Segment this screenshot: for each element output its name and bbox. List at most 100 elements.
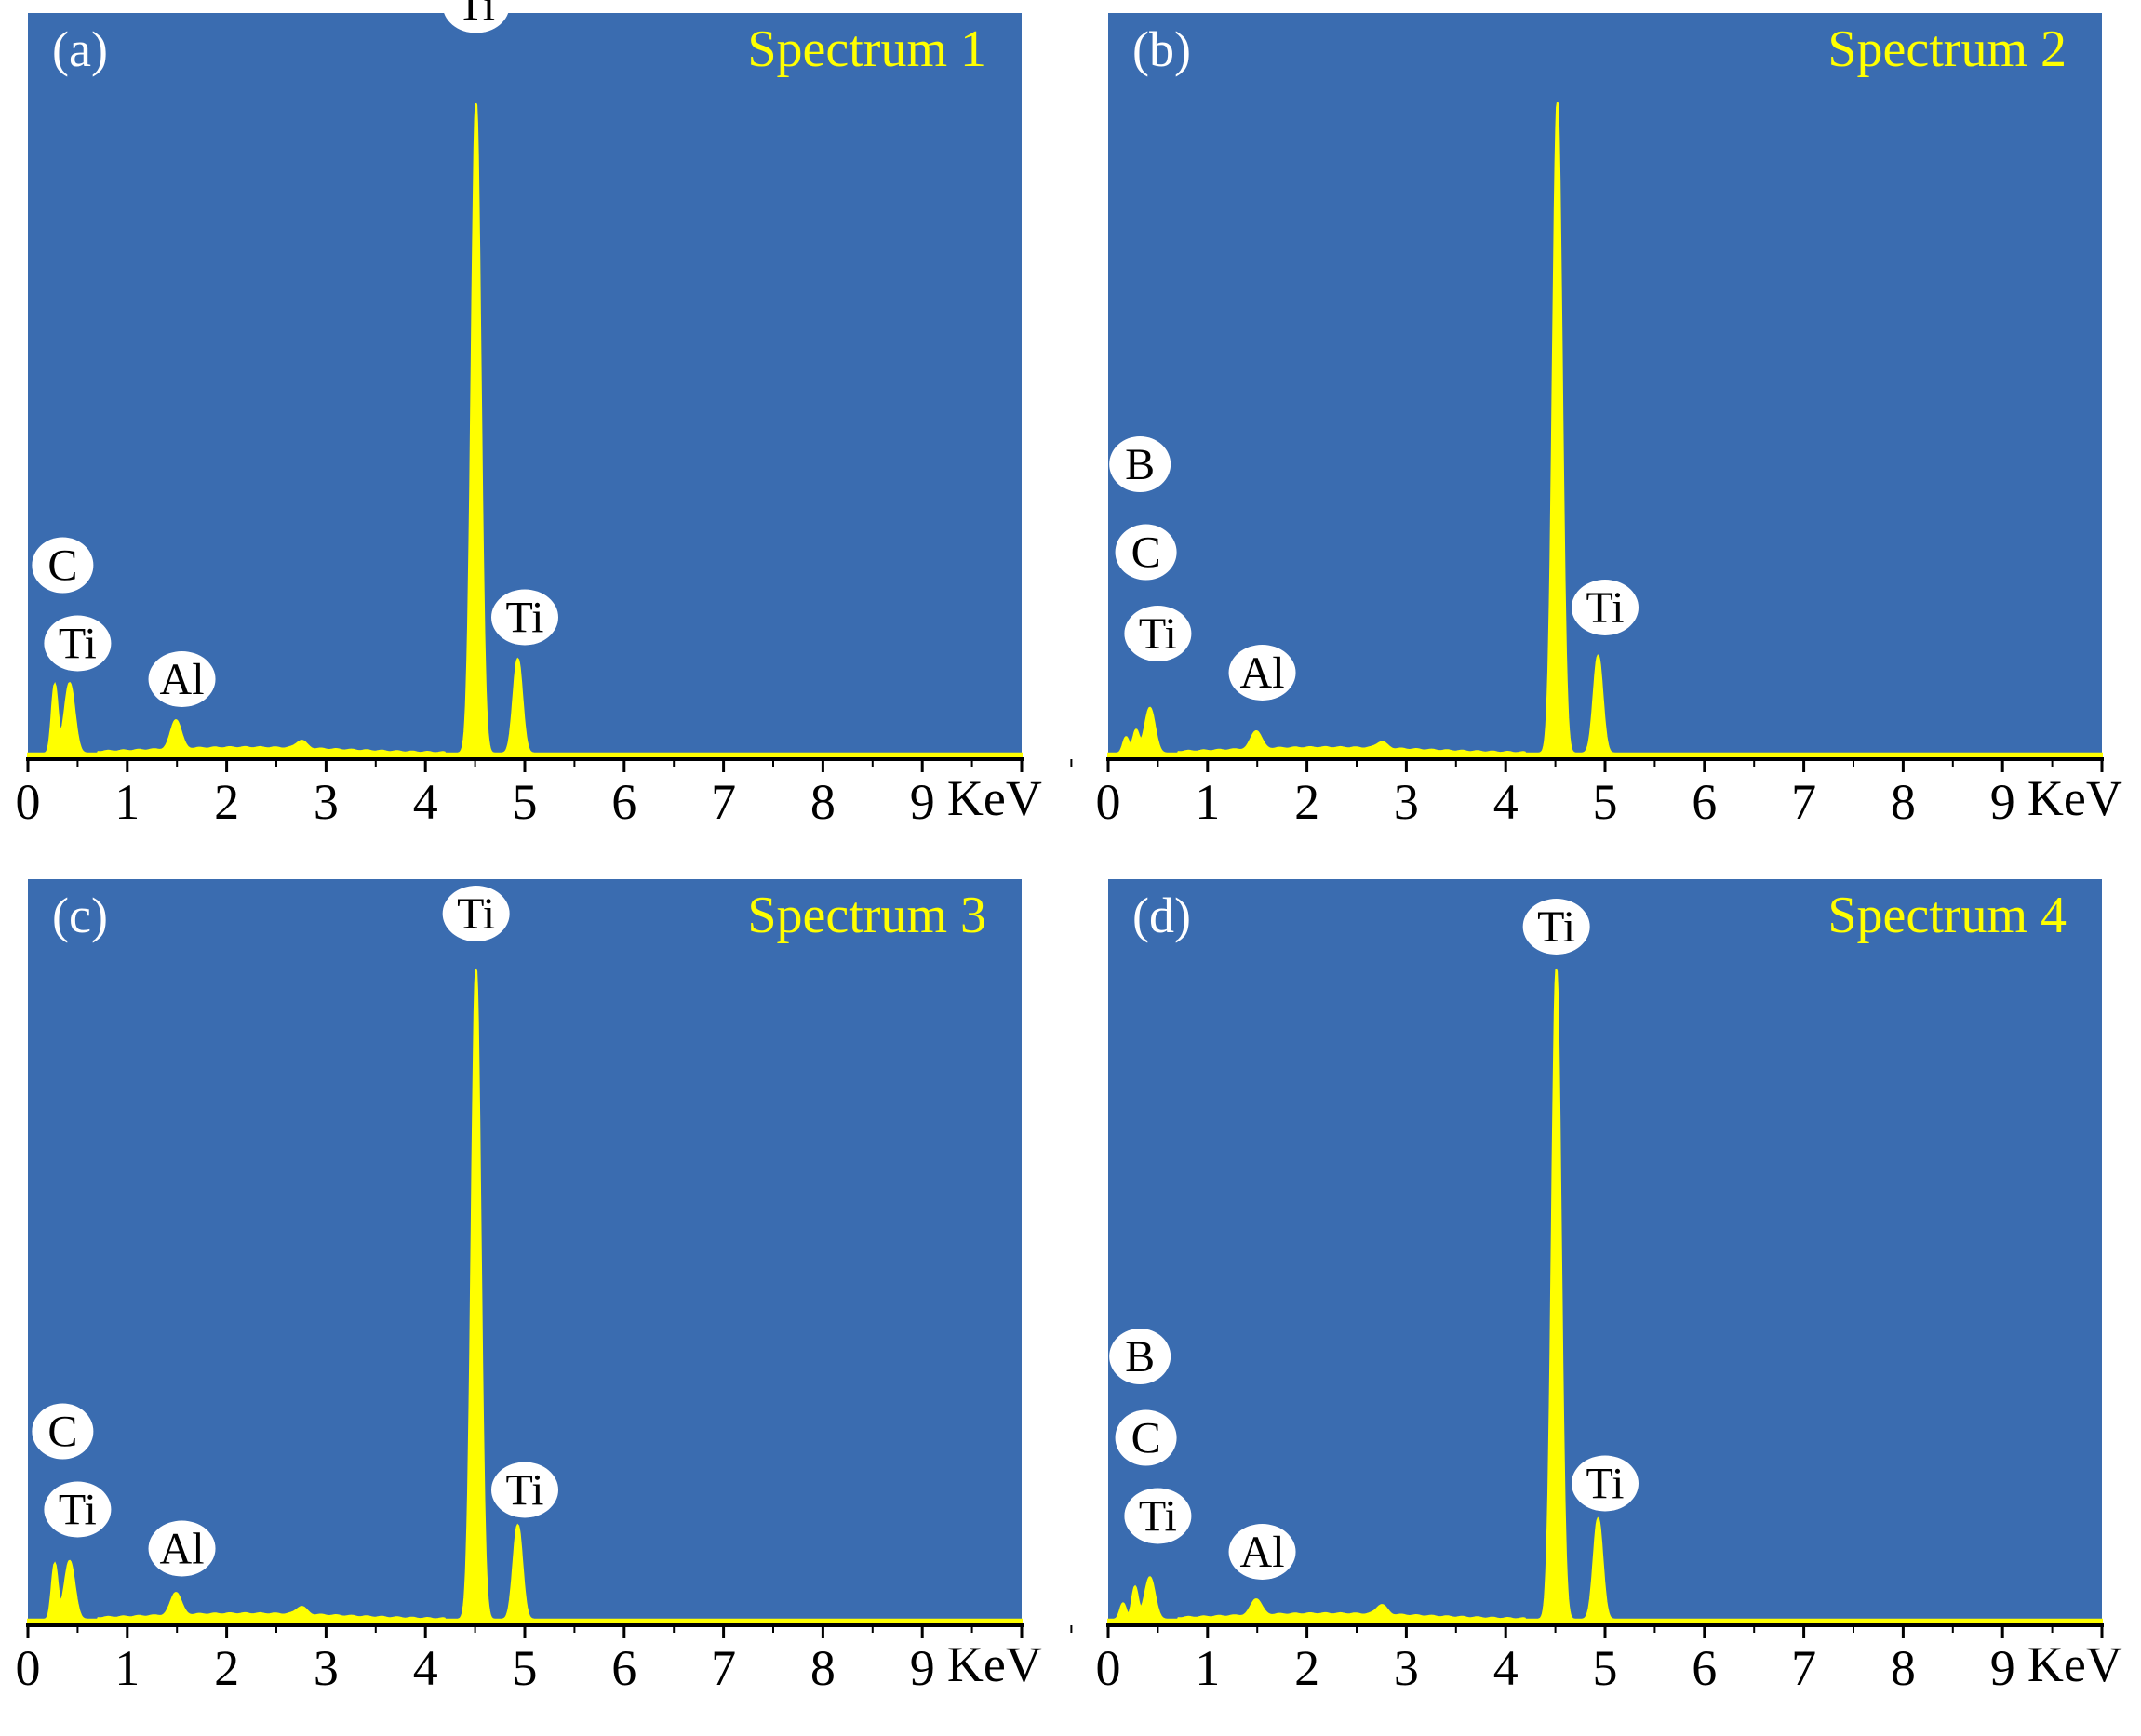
element-label-text-d-1: C bbox=[1131, 1414, 1161, 1463]
x-tick-label-b-2: 2 bbox=[1294, 774, 1319, 830]
element-label-text-c-0: C bbox=[47, 1408, 77, 1457]
panel-letter-a: (a) bbox=[52, 21, 108, 77]
spectrum-curve-d bbox=[1107, 968, 2103, 1624]
x-tick-label-b-7: 7 bbox=[1791, 774, 1816, 830]
x-tick-label-b-3: 3 bbox=[1394, 774, 1419, 830]
element-label-c-0: C bbox=[32, 1403, 94, 1460]
x-tick-label-c-5: 5 bbox=[513, 1640, 538, 1696]
spectrum-title-c: Spectrum 3 bbox=[747, 887, 986, 944]
element-label-bg-b-2 bbox=[1124, 606, 1192, 661]
element-label-text-b-5: Ti bbox=[1586, 583, 1625, 633]
element-label-bg-c-0 bbox=[32, 1403, 94, 1460]
element-label-bg-c-4 bbox=[491, 1462, 558, 1518]
panel-d: 0 1 2 3 4 5 6 7 8 9 KeV (d) Spectrum 4 BC Ti Al Ti Ti bbox=[1096, 879, 2122, 1696]
element-label-text-b-2: Ti bbox=[1139, 609, 1177, 659]
element-label-text-a-3: Ti bbox=[457, 0, 495, 31]
x-tick-label-c-0: 0 bbox=[16, 1640, 41, 1696]
x-tick-label-d-1: 1 bbox=[1195, 1640, 1220, 1696]
element-label-text-b-3: Al bbox=[1240, 648, 1285, 698]
spectrum-title-a: Spectrum 1 bbox=[747, 20, 986, 78]
x-tick-label-b-5: 5 bbox=[1593, 774, 1618, 830]
element-label-b-3: Al bbox=[1228, 645, 1296, 701]
x-tick-label-d-0: 0 bbox=[1096, 1640, 1121, 1696]
element-label-bg-b-4 bbox=[1531, 0, 1584, 10]
panel-a: 0 1 2 3 4 5 6 7 8 9 KeV (a) Spectrum 1 C Ti Al Ti Ti bbox=[16, 0, 1073, 830]
x-tick-label-c-1: 1 bbox=[114, 1640, 140, 1696]
element-label-text-c-3: Ti bbox=[457, 889, 495, 939]
x-tick-label-b-0: 0 bbox=[1096, 774, 1121, 830]
x-tick-label-c-2: 2 bbox=[214, 1640, 239, 1696]
x-tick-label-c-4: 4 bbox=[413, 1640, 438, 1696]
x-tick-label-b-9: 9 bbox=[1990, 774, 2015, 830]
element-label-text-d-2: Ti bbox=[1139, 1492, 1177, 1542]
x-tick-label-d-5: 5 bbox=[1593, 1640, 1618, 1696]
element-label-bg-d-2 bbox=[1124, 1488, 1192, 1544]
x-tick-label-d-4: 4 bbox=[1493, 1640, 1519, 1696]
element-label-bg-b-0 bbox=[1109, 436, 1171, 492]
x-tick-label-a-3: 3 bbox=[314, 774, 339, 830]
element-label-d-4: Ti bbox=[1522, 899, 1590, 955]
element-label-b-0: B bbox=[1109, 436, 1171, 492]
element-label-d-0: B bbox=[1109, 1329, 1171, 1384]
element-label-b-2: Ti bbox=[1124, 606, 1192, 661]
panel-letter-c: (c) bbox=[52, 888, 108, 943]
spectrum-title-b: Spectrum 2 bbox=[1827, 20, 2067, 78]
element-label-bg-b-1 bbox=[1115, 524, 1177, 581]
element-label-text-c-1: Ti bbox=[59, 1486, 97, 1535]
x-axis-unit-a: KeV bbox=[947, 770, 1042, 826]
spectrum-curve-c bbox=[27, 968, 1023, 1624]
element-label-bg-c-2 bbox=[148, 1520, 216, 1577]
element-label-b-1: C bbox=[1115, 524, 1177, 581]
panel-letter-b: (b) bbox=[1132, 21, 1191, 77]
x-tick-label-d-8: 8 bbox=[1891, 1640, 1916, 1696]
element-label-bg-d-5 bbox=[1572, 1455, 1639, 1512]
element-label-d-5: Ti bbox=[1572, 1455, 1639, 1512]
element-label-bg-d-4 bbox=[1522, 899, 1590, 955]
plot-area-a bbox=[28, 13, 1022, 757]
x-tick-label-c-8: 8 bbox=[810, 1640, 836, 1696]
x-axis-unit-b: KeV bbox=[2027, 770, 2122, 826]
x-tick-label-a-1: 1 bbox=[114, 774, 140, 830]
element-label-bg-d-3 bbox=[1228, 1524, 1296, 1580]
x-tick-label-a-6: 6 bbox=[611, 774, 636, 830]
element-label-a-0: C bbox=[32, 537, 94, 594]
element-label-text-a-4: Ti bbox=[506, 594, 544, 643]
element-label-d-3: Al bbox=[1228, 1524, 1296, 1580]
x-tick-label-c-6: 6 bbox=[611, 1640, 636, 1696]
x-tick-label-c-3: 3 bbox=[314, 1640, 339, 1696]
x-tick-label-d-7: 7 bbox=[1791, 1640, 1816, 1696]
element-label-bg-a-4 bbox=[491, 589, 558, 646]
x-tick-label-c-9: 9 bbox=[910, 1640, 935, 1696]
x-tick-label-b-6: 6 bbox=[1692, 774, 1717, 830]
element-label-text-d-0: B bbox=[1125, 1332, 1155, 1382]
element-label-text-b-1: C bbox=[1131, 528, 1161, 578]
x-tick-label-b-8: 8 bbox=[1891, 774, 1916, 830]
element-label-a-2: Al bbox=[148, 651, 216, 707]
element-label-a-3: Ti bbox=[442, 0, 510, 33]
element-label-bg-a-3 bbox=[442, 0, 510, 33]
element-label-text-d-3: Al bbox=[1240, 1528, 1285, 1577]
x-tick-label-a-2: 2 bbox=[214, 774, 239, 830]
x-axis-unit-c: KeV bbox=[947, 1636, 1042, 1692]
element-label-bg-a-2 bbox=[148, 651, 216, 707]
element-label-b-4: Ti bbox=[1531, 0, 1584, 10]
x-tick-label-a-5: 5 bbox=[513, 774, 538, 830]
x-tick-label-a-4: 4 bbox=[413, 774, 438, 830]
x-tick-label-c-7: 7 bbox=[711, 1640, 736, 1696]
element-label-a-4: Ti bbox=[491, 589, 558, 646]
spectrum-curve-b bbox=[1107, 102, 2103, 758]
element-label-bg-c-1 bbox=[44, 1481, 112, 1538]
x-tick-label-a-8: 8 bbox=[810, 774, 836, 830]
element-label-a-1: Ti bbox=[44, 615, 112, 672]
x-tick-label-b-1: 1 bbox=[1195, 774, 1220, 830]
element-label-c-1: Ti bbox=[44, 1481, 112, 1538]
x-tick-label-d-6: 6 bbox=[1692, 1640, 1717, 1696]
x-tick-label-a-7: 7 bbox=[711, 774, 736, 830]
element-label-bg-a-0 bbox=[32, 537, 94, 594]
element-label-text-c-2: Al bbox=[160, 1525, 205, 1574]
x-tick-label-a-9: 9 bbox=[910, 774, 935, 830]
x-tick-label-a-0: 0 bbox=[16, 774, 41, 830]
element-label-d-2: Ti bbox=[1124, 1488, 1192, 1544]
element-label-c-2: Al bbox=[148, 1520, 216, 1577]
